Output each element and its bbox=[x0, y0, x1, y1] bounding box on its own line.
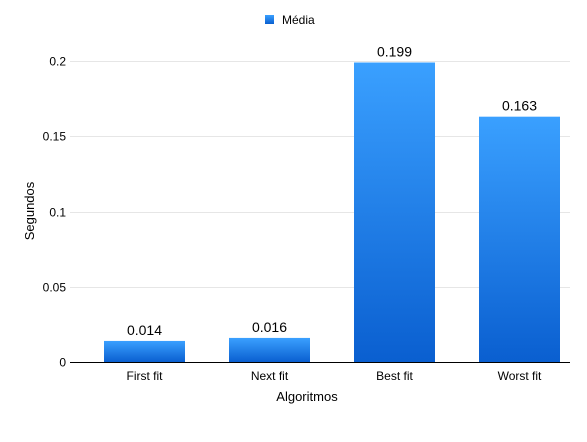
y-axis-title: Segundos bbox=[22, 181, 37, 240]
bar-value-label: 0.014 bbox=[127, 322, 162, 338]
bar-value-label: 0.016 bbox=[252, 319, 287, 335]
x-tick-label: First fit bbox=[127, 369, 164, 383]
bar-value-label: 0.163 bbox=[502, 98, 537, 114]
bar bbox=[229, 337, 310, 362]
x-tick-label: Worst fit bbox=[498, 369, 542, 383]
bar bbox=[354, 62, 435, 362]
data-labels: 0.014 0.016 0.199 0.163 bbox=[127, 44, 537, 338]
bars bbox=[104, 62, 560, 362]
bar bbox=[479, 116, 560, 362]
x-axis-title: Algoritmos bbox=[276, 389, 338, 404]
x-axis-ticks: First fit Next fit Best fit Worst fit bbox=[127, 369, 543, 383]
y-tick-label: 0.05 bbox=[43, 281, 67, 295]
x-tick-label: Best fit bbox=[376, 369, 413, 383]
y-tick-label: 0.2 bbox=[49, 55, 66, 69]
x-tick-label: Next fit bbox=[251, 369, 289, 383]
y-axis-ticks: 0 0.05 0.1 0.15 0.2 bbox=[43, 55, 67, 370]
bar-value-label: 0.199 bbox=[377, 44, 412, 60]
bar bbox=[104, 340, 185, 362]
legend: Média bbox=[265, 13, 315, 27]
y-tick-label: 0.15 bbox=[43, 130, 67, 144]
y-tick-label: 0 bbox=[59, 356, 66, 370]
legend-label: Média bbox=[282, 13, 315, 27]
y-tick-label: 0.1 bbox=[49, 206, 66, 220]
legend-swatch bbox=[265, 15, 274, 24]
